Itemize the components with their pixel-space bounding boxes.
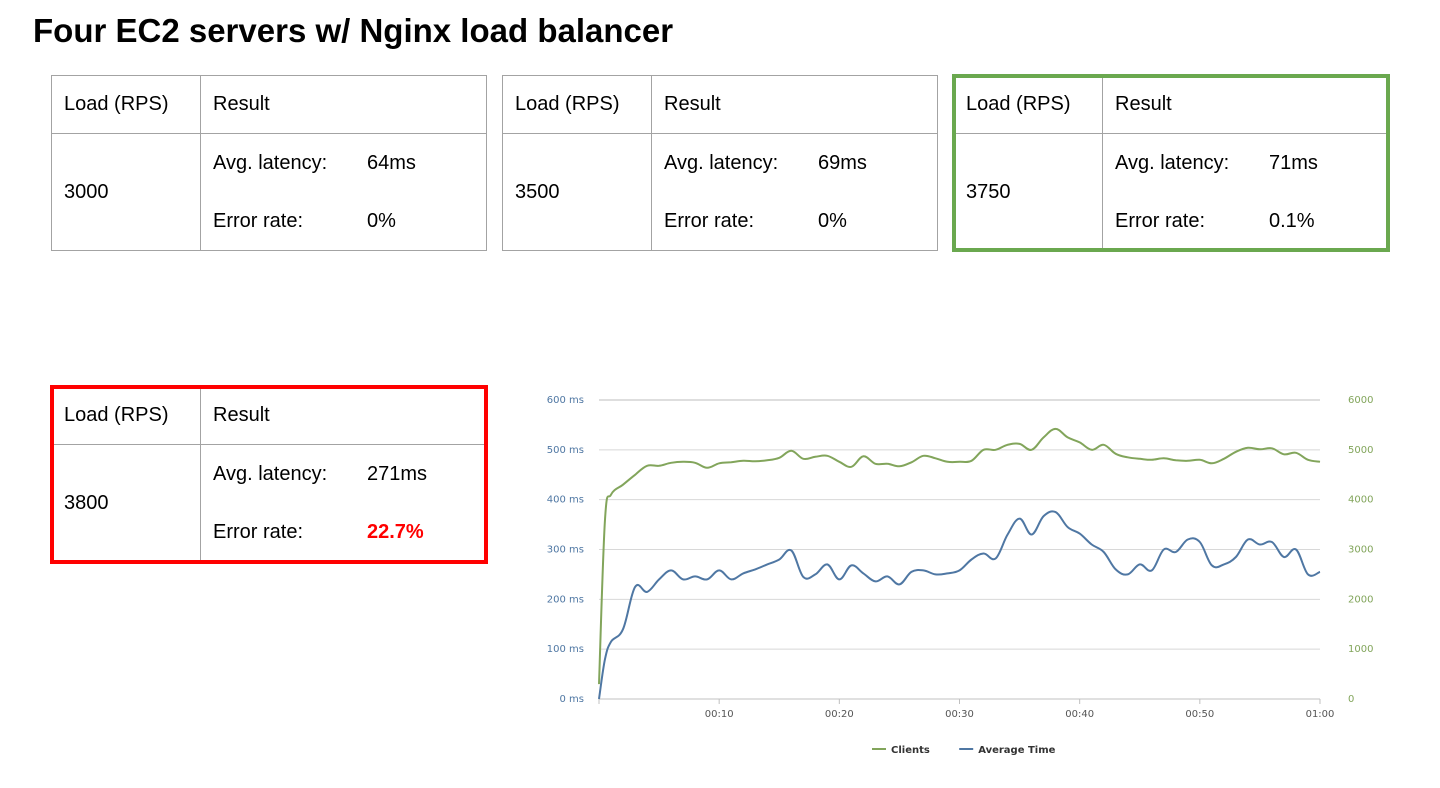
latency-value: 69ms [818,152,867,174]
chart-axes: 0 ms 0 100 ms 1000 200 ms 2000 300 ms 3000 400 m… [547,395,1374,720]
header-result: Result [200,75,487,134]
x-tick-label: 00:20 [825,709,854,720]
error-label: Error rate: [213,210,304,232]
header-load: Load (RPS) [502,75,652,134]
y-right-tick-label: 5000 [1348,445,1373,456]
latency-row: Avg. latency: 64ms [213,134,486,192]
header-result: Result [1102,75,1389,134]
y-left-tick-label: 200 ms [547,594,584,605]
latency-row: Avg. latency: 69ms [664,134,937,192]
x-tick-label: 01:00 [1306,709,1335,720]
error-row: Error rate: 22.7% [213,503,486,561]
slide-title: Four EC2 servers w/ Nginx load balancer [33,12,674,49]
latency-row: Avg. latency: 271ms [213,445,486,503]
result-table-3: Load (RPS) Result 3750 Avg. latency: 71m… [953,75,1389,251]
error-value: 0% [367,210,396,232]
error-label: Error rate: [664,210,755,232]
y-right-tick-label: 1000 [1348,644,1373,655]
y-right-tick-label: 4000 [1348,495,1373,506]
error-row: Error rate: 0% [664,192,937,250]
series-line-clients [598,427,1321,685]
latency-label: Avg. latency: [1115,152,1230,174]
error-row: Error rate: 0.1% [1115,192,1388,250]
latency-label: Avg. latency: [213,152,328,174]
load-value: 3750 [953,133,1103,251]
x-tick-label: 00:50 [1185,709,1214,720]
latency-value: 71ms [1269,152,1318,174]
latency-value: 271ms [367,463,428,485]
legend-label: Clients [891,745,930,756]
result-table-1: Load (RPS) Result 3000 Avg. latency: 64m… [51,75,487,251]
header-load: Load (RPS) [51,75,201,134]
error-value: 22.7% [367,521,424,543]
result-cell: Avg. latency: 271ms Error rate: 22.7% [200,444,487,562]
result-table-2: Load (RPS) Result 3500 Avg. latency: 69m… [502,75,938,251]
error-value: 0% [818,210,847,232]
latency-label: Avg. latency: [664,152,779,174]
result-cell: Avg. latency: 71ms Error rate: 0.1% [1102,133,1389,251]
latency-value: 64ms [367,152,416,174]
latency-label: Avg. latency: [213,463,328,485]
y-left-tick-label: 0 ms [560,694,585,705]
latency-row: Avg. latency: 71ms [1115,134,1388,192]
error-row: Error rate: 0% [213,192,486,250]
chart-grid [599,399,1320,650]
y-left-tick-label: 100 ms [547,644,584,655]
legend-label: Average Time [978,745,1055,756]
header-result: Result [651,75,938,134]
chart-series [598,427,1321,700]
y-right-tick-label: 0 [1348,694,1354,705]
y-right-tick-label: 3000 [1348,545,1373,556]
error-value: 0.1% [1269,210,1315,232]
y-left-tick-label: 600 ms [547,395,584,406]
error-label: Error rate: [213,521,304,543]
x-tick-label: 00:40 [1065,709,1094,720]
series-line-average-time [598,510,1321,700]
header-result: Result [200,386,487,445]
y-right-tick-label: 2000 [1348,594,1373,605]
result-cell: Avg. latency: 64ms Error rate: 0% [200,133,487,251]
y-right-tick-label: 6000 [1348,395,1373,406]
y-left-tick-label: 400 ms [547,495,584,506]
y-left-tick-label: 300 ms [547,545,584,556]
result-cell: Avg. latency: 69ms Error rate: 0% [651,133,938,251]
result-table-4: Load (RPS) Result 3800 Avg. latency: 271… [51,386,487,562]
header-load: Load (RPS) [51,386,201,445]
load-value: 3500 [502,133,652,251]
latency-clients-chart: 0 ms 0 100 ms 1000 200 ms 2000 300 ms 3000 400 m… [547,395,1374,756]
error-label: Error rate: [1115,210,1206,232]
load-value: 3000 [51,133,201,251]
x-tick-label: 00:10 [705,709,734,720]
load-value: 3800 [51,444,201,562]
x-tick-label: 00:30 [945,709,974,720]
chart-legend: Clients Average Time [872,745,1056,756]
y-left-tick-label: 500 ms [547,445,584,456]
header-load: Load (RPS) [953,75,1103,134]
